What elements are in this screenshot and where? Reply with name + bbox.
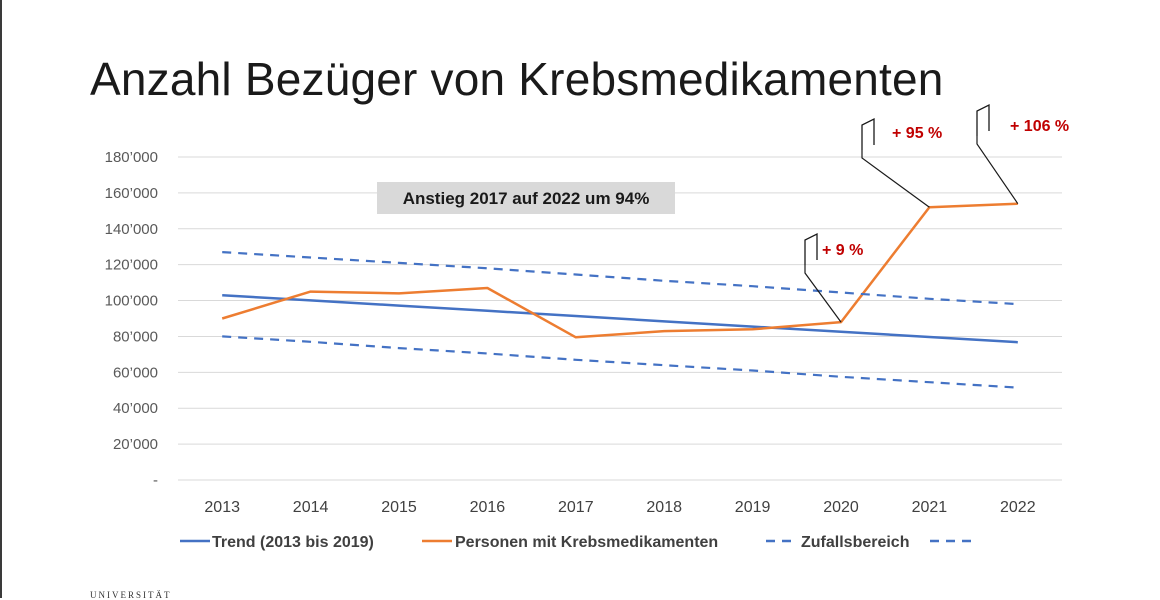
callout-leader xyxy=(976,136,1019,204)
y-tick-label: 40’000 xyxy=(113,400,158,417)
x-tick-label: 2013 xyxy=(204,499,240,516)
x-tick-label: 2014 xyxy=(293,499,329,516)
x-tick-label: 2019 xyxy=(735,499,771,516)
series-line xyxy=(222,251,1018,306)
legend-label: Trend (2013 bis 2019) xyxy=(212,534,374,551)
series-line xyxy=(222,293,1018,344)
x-tick-label: 2016 xyxy=(470,499,506,516)
legend-label: Zufallsbereich xyxy=(801,534,909,551)
annotation-box xyxy=(377,182,675,214)
callout-label: + 95 % xyxy=(892,125,942,142)
callout-bracket xyxy=(976,103,990,136)
x-tick-label: 2015 xyxy=(381,499,417,516)
callout-leader xyxy=(804,265,842,323)
y-tick-labels: - 20’000 40’000 60’000 80’000 100’000 120’000 1… xyxy=(105,149,158,489)
x-tick-label: 2017 xyxy=(558,499,594,516)
x-tick-label: 2018 xyxy=(646,499,682,516)
x-tick-label: 2022 xyxy=(1000,499,1036,516)
y-tick-label: 180’000 xyxy=(105,149,158,166)
x-tick-label: 2020 xyxy=(823,499,859,516)
annotation-box-text: Anstieg 2017 auf 2022 um 94% xyxy=(403,189,650,208)
callout-leader xyxy=(861,150,930,208)
series-line xyxy=(221,202,1018,339)
grid-lines xyxy=(178,156,1062,481)
legend-label: Personen mit Krebsmedikamenten xyxy=(455,534,718,551)
callouts: + 9 % + 95 % + 106 % xyxy=(804,103,1069,323)
x-tick-labels: 2013 2014 2015 2016 2017 2018 2019 2020 2021 2022 xyxy=(204,499,1035,516)
y-tick-label: 140’000 xyxy=(105,221,158,238)
chart-title: Anzahl Bezüger von Krebsmedikamenten xyxy=(90,53,944,105)
y-tick-label: 80’000 xyxy=(113,328,158,345)
y-tick-label: 160’000 xyxy=(105,185,158,202)
callout-label: + 106 % xyxy=(1010,118,1069,135)
series-lines xyxy=(221,202,1018,389)
y-tick-label: 60’000 xyxy=(113,364,158,381)
callout-bracket xyxy=(804,232,818,265)
y-tick-label: - xyxy=(153,472,158,489)
footer-text: UNIVERSITÄT xyxy=(90,590,172,600)
legend: Trend (2013 bis 2019) Personen mit Krebsm… xyxy=(180,534,975,551)
y-tick-label: 100’000 xyxy=(105,293,158,310)
series-line xyxy=(222,335,1018,389)
y-tick-label: 20’000 xyxy=(113,436,158,453)
callout-bracket xyxy=(861,117,875,150)
x-tick-label: 2021 xyxy=(912,499,948,516)
callout-label: + 9 % xyxy=(822,242,863,259)
y-tick-label: 120’000 xyxy=(105,257,158,274)
